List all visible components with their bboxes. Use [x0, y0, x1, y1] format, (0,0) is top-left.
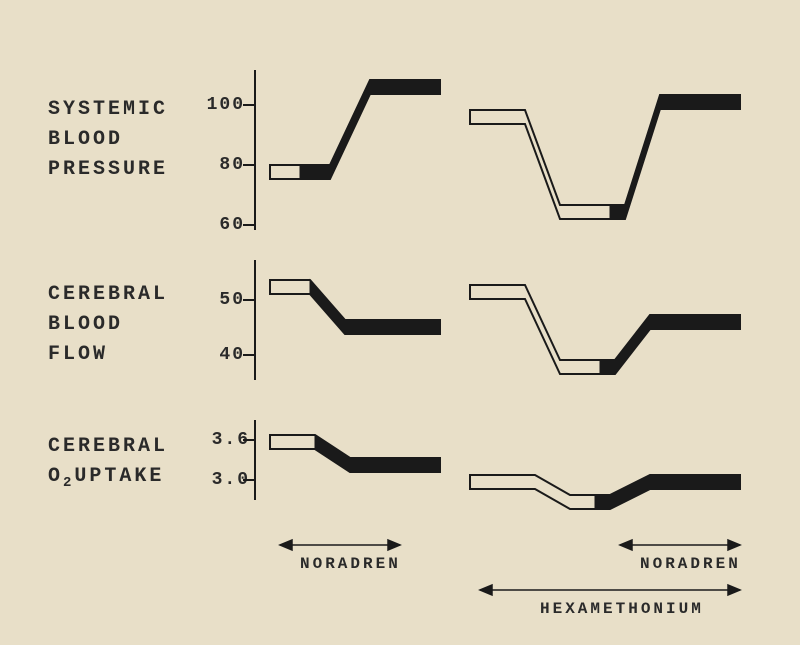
trace-cbf-col1 — [270, 280, 440, 334]
trace-sbp-col2 — [470, 95, 740, 219]
trace-o2-col1 — [270, 435, 440, 472]
arrow-noradren-1 — [280, 540, 400, 550]
arrow-hexamethonium — [480, 585, 740, 595]
trace-cbf-col2 — [470, 285, 740, 374]
axis-o2 — [243, 420, 255, 500]
arrow-noradren-2 — [620, 540, 740, 550]
axis-cbf — [243, 260, 255, 380]
trace-sbp-col1 — [270, 80, 440, 179]
chart-container: SYSTEMICBLOODPRESSURE CEREBRALBLOODFLOW … — [0, 0, 800, 645]
trace-o2-col2 — [470, 475, 740, 509]
axis-sbp — [243, 70, 255, 230]
chart-svg — [0, 0, 800, 645]
